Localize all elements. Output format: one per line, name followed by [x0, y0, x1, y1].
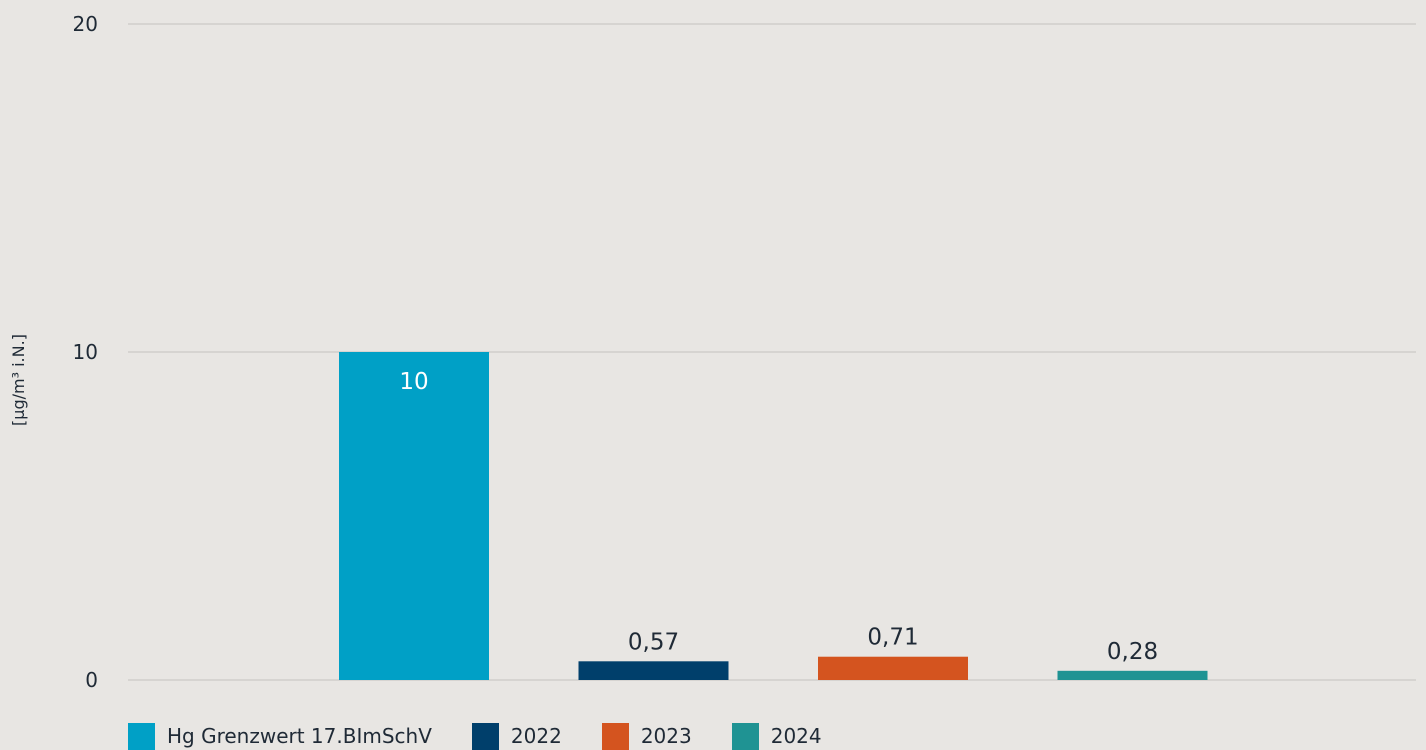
legend-swatch [471, 722, 499, 750]
bar-2022 [578, 661, 729, 680]
legend-item: 2022 [471, 722, 562, 750]
bar-hg-grenzwert-17-bimschv [339, 352, 489, 680]
bar-2024 [1057, 670, 1208, 680]
bar-2023 [818, 656, 968, 680]
data-label: 0,71 [867, 625, 918, 651]
grid-lines [128, 23, 1416, 681]
legend: Hg Grenzwert 17.BImSchV 2022 2023 2024 [128, 722, 862, 750]
bar-chart: 0 10 20 [µg/m³ i.N.] 10 0,57 0,71 0,28 [9, 12, 1416, 692]
y-tick-label: 20 [73, 12, 98, 36]
data-labels: 10 0,57 0,71 0,28 [399, 369, 1158, 665]
legend-item: Hg Grenzwert 17.BImSchV [128, 722, 432, 750]
legend-swatch [128, 722, 155, 750]
y-tick-label: 0 [85, 668, 98, 692]
legend-item: 2024 [731, 722, 822, 750]
legend-swatch [731, 722, 759, 750]
data-label: 0,57 [628, 629, 679, 655]
legend-item: 2023 [601, 722, 692, 750]
y-tick-label: 10 [73, 340, 98, 364]
legend-label: 2023 [640, 724, 692, 748]
legend-label: 2024 [770, 724, 822, 748]
bars [339, 352, 1208, 680]
data-label: 0,28 [1107, 639, 1158, 665]
data-label: 10 [399, 369, 428, 395]
legend-label: 2022 [510, 724, 562, 748]
y-tick-labels: 0 10 20 [73, 12, 98, 692]
legend-label: Hg Grenzwert 17.BImSchV [167, 724, 432, 748]
legend-swatch [601, 722, 629, 750]
y-axis-label: [µg/m³ i.N.] [9, 334, 28, 426]
